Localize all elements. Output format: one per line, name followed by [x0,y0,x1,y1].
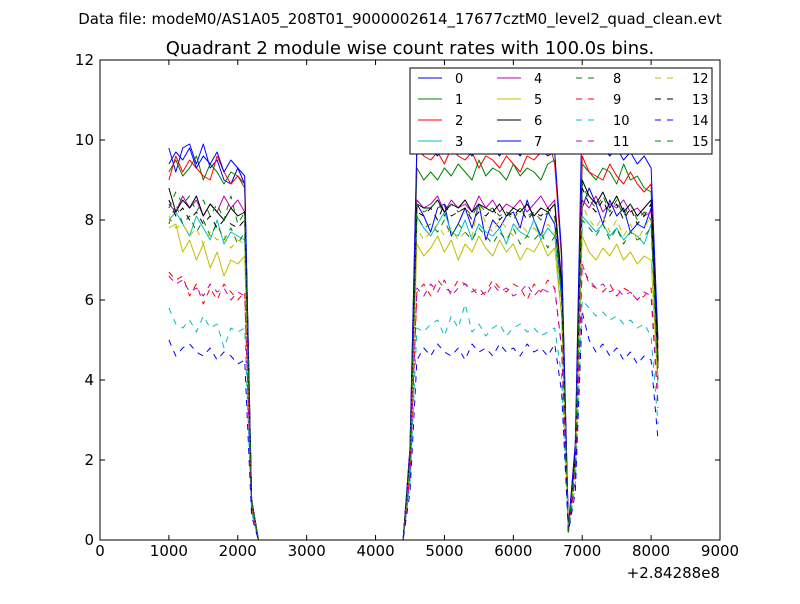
y-tick-label: 2 [84,451,94,469]
legend-entry-3: 3 [418,135,463,150]
legend-entry-10: 10 [576,114,630,129]
series-line-14 [168,311,659,540]
legend-label: 15 [692,135,709,150]
legend-entry-11: 11 [576,135,630,150]
legend-label: 1 [455,93,463,108]
x-offset-label: +2.84288e8 [627,564,720,582]
x-tick-label: 6000 [494,542,532,560]
legend-entry-6: 6 [497,114,542,129]
legend-label: 7 [534,135,542,150]
series-line-11 [168,267,659,540]
y-tick-label: 10 [75,131,94,149]
legend-label: 5 [534,93,542,108]
legend-label: 8 [613,72,621,87]
legend-entry-2: 2 [418,114,463,129]
series-line-15 [168,183,659,540]
legend-entry-7: 7 [497,135,542,150]
chart-title: Quadrant 2 module wise count rates with … [166,38,655,59]
legend-entry-13: 13 [655,93,709,108]
x-tick-label: 3000 [288,542,326,560]
legend-entry-5: 5 [497,93,542,108]
legend-entry-14: 14 [655,114,709,129]
x-tick-label: 0 [95,542,105,560]
tick-layer: 0 1000 2000 3000 4000 5000 6000 7000 8000 9000 0 2 4… [75,51,739,560]
x-tick-label: 1000 [150,542,188,560]
x-tick-label: 2000 [219,542,257,560]
legend-label: 9 [613,93,621,108]
legend-label: 3 [455,135,463,150]
y-tick-label: 8 [84,211,94,229]
legend-label: 0 [455,72,463,87]
legend-label: 11 [613,135,630,150]
series-line-12 [168,203,659,540]
legend-label: 12 [692,72,709,87]
x-tick-label: 7000 [563,542,601,560]
y-tick-label: 0 [84,531,94,549]
legend-entry-1: 1 [418,93,463,108]
legend-entry-15: 15 [655,135,709,150]
x-tick-label: 5000 [425,542,463,560]
legend-label: 6 [534,114,542,129]
legend-label: 13 [692,93,709,108]
x-tick-label: 4000 [356,542,394,560]
legend-entry-8: 8 [576,72,621,87]
legend-label: 10 [613,114,630,129]
legend-label: 4 [534,72,542,87]
legend-entry-0: 0 [418,72,463,87]
y-tick-label: 12 [75,51,94,69]
x-tick-label: 8000 [632,542,670,560]
legend-frame [409,67,713,155]
data-file-header: Data file: modeM0/AS1A05_208T01_90000026… [78,10,722,29]
y-tick-label: 6 [84,291,94,309]
legend-entry-12: 12 [655,72,709,87]
legend-entry-4: 4 [497,72,542,87]
legend-entry-9: 9 [576,93,621,108]
x-tick-label: 9000 [701,542,739,560]
series-layer [168,103,659,540]
y-tick-label: 4 [84,371,94,389]
legend-label: 14 [692,114,709,129]
legend-label: 2 [455,114,463,129]
